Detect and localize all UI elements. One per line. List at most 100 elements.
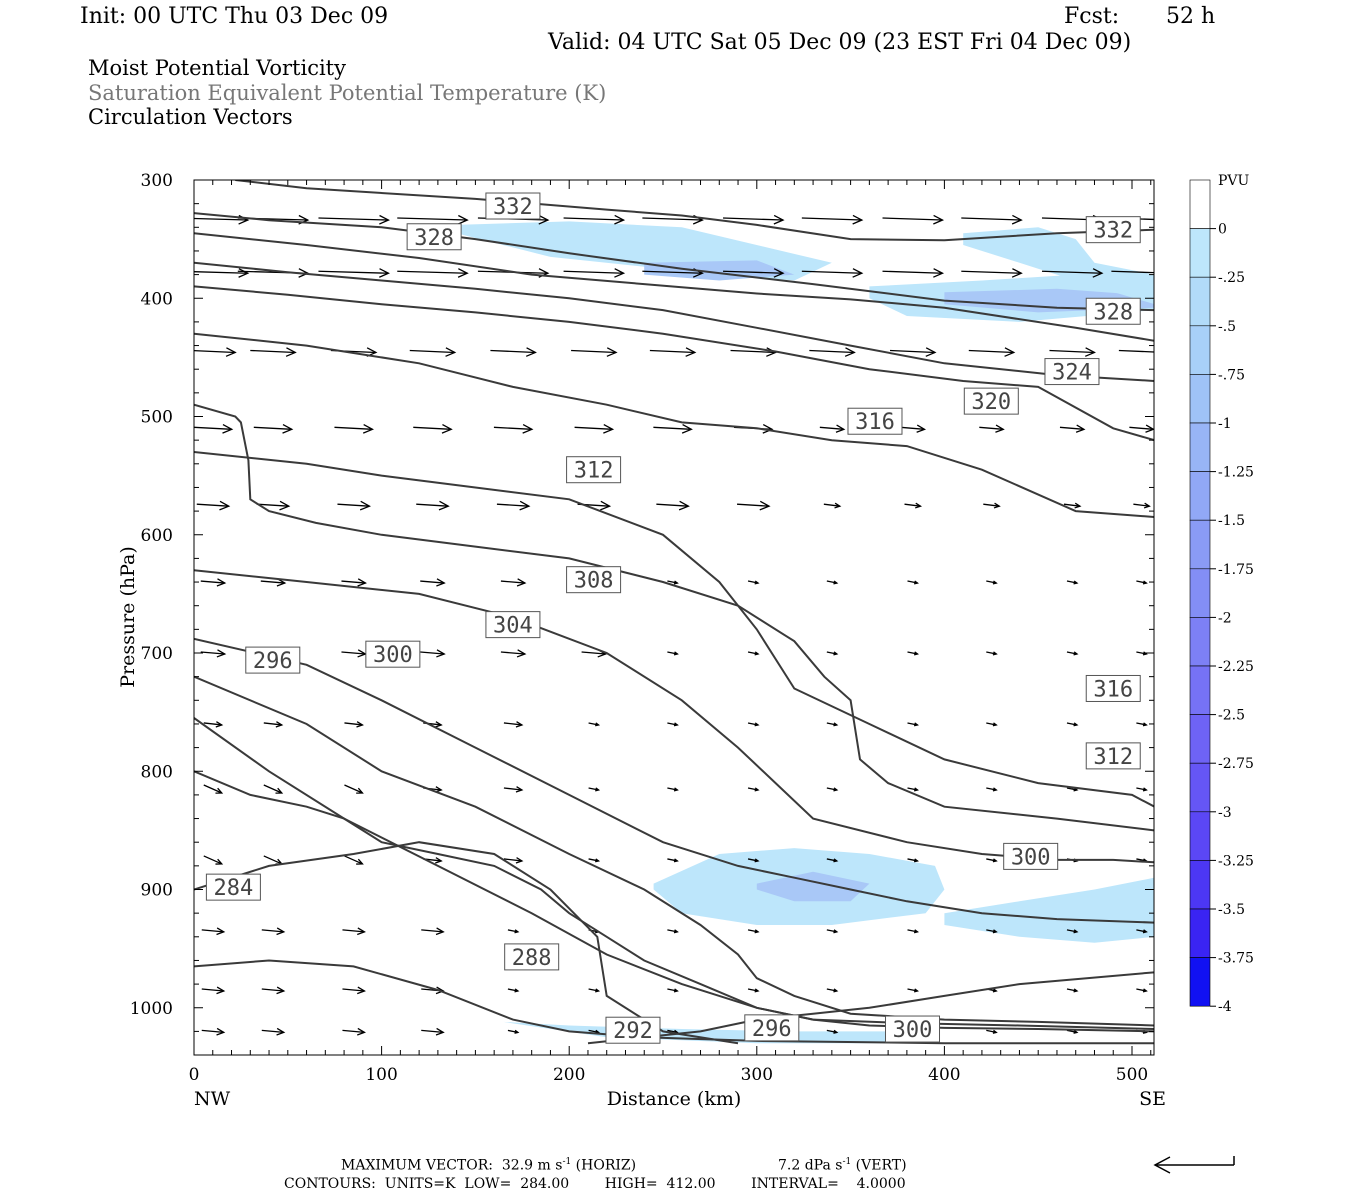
vector-72 — [747, 580, 760, 585]
vector-31 — [571, 347, 618, 357]
horiz-suffix: (HORIZ) — [571, 1157, 637, 1174]
vector-87 — [907, 651, 919, 656]
horiz-exponent: -1 — [562, 1157, 572, 1167]
vector-166 — [986, 1029, 998, 1034]
vector-71 — [667, 580, 679, 585]
colorbar-label-11: -2.75 — [1218, 756, 1254, 772]
colorbar-swatch-14 — [1189, 860, 1211, 910]
vector-109 — [588, 787, 601, 792]
contour-label-6: 316 — [847, 407, 903, 435]
plot-frame — [193, 179, 1155, 1056]
colorbar-label-9: -2.25 — [1218, 659, 1254, 675]
vector-136 — [667, 929, 679, 934]
vector-22 — [882, 268, 945, 278]
vector-9 — [882, 214, 945, 225]
vector-29 — [409, 347, 457, 357]
vector-119 — [344, 855, 364, 865]
vector-114 — [986, 787, 998, 792]
vector-18 — [563, 268, 626, 278]
colorbar-label-7: -1.75 — [1218, 562, 1254, 578]
pv-region-1 — [644, 260, 795, 281]
contour-line-0 — [235, 180, 1154, 242]
contour-line-3 — [194, 261, 1154, 382]
vector-112 — [826, 787, 839, 792]
y-tick-label-5: 800 — [141, 762, 173, 782]
field-title-mpv: Moist Potential Vorticity — [88, 56, 346, 80]
contour-line-2 — [194, 232, 1154, 342]
contour-label-13: 312 — [1085, 742, 1141, 770]
vector-45 — [653, 424, 693, 434]
colorbar: PVU 0 -.25 -.5 -.75 -1 -1.25 -1.5 -1.75 -2 -2.25 -2… — [1189, 173, 1254, 1015]
vector-74 — [907, 580, 919, 585]
max-vector-horiz: 32.9 m s — [501, 1157, 563, 1174]
contour-line-15 — [194, 959, 1154, 1045]
vector-42 — [413, 424, 453, 434]
vector-137 — [747, 929, 760, 934]
vector-103 — [1136, 722, 1148, 727]
vector-144 — [261, 986, 286, 995]
vector-67 — [341, 578, 367, 587]
vector-88 — [986, 651, 998, 656]
vector-143 — [201, 986, 226, 995]
axis-ticks — [193, 179, 1154, 1055]
svg-text:320: 320 — [971, 390, 1011, 415]
y-tick-label-6: 900 — [141, 881, 173, 901]
vector-97 — [667, 722, 679, 727]
colorbar-swatch-4 — [1189, 374, 1211, 424]
svg-text:332: 332 — [1093, 219, 1133, 244]
max-vector-vert-line: 7.2 dPa s-1 (VERT) — [778, 1157, 907, 1174]
vector-100 — [907, 722, 919, 727]
vector-60 — [823, 502, 842, 509]
vector-55 — [416, 500, 450, 511]
colorbar-label-16: -4 — [1218, 999, 1232, 1015]
y-axis-title: Pressure (hPa) — [117, 546, 139, 688]
vector-43 — [493, 424, 534, 434]
contour-label-8: 308 — [566, 566, 622, 594]
vert-exponent: -1 — [842, 1157, 852, 1167]
y-tick-label-1: 400 — [141, 289, 173, 309]
svg-text:288: 288 — [512, 946, 552, 971]
colorbar-swatch-16 — [1189, 957, 1211, 1007]
vector-106 — [344, 784, 364, 794]
contour-line-12 — [194, 770, 1154, 1033]
vector-85 — [747, 651, 760, 656]
colorbar-label-8: -2 — [1218, 610, 1232, 626]
vector-158 — [342, 1027, 366, 1036]
svg-text:332: 332 — [493, 195, 533, 220]
vector-24 — [1041, 268, 1104, 278]
svg-text:312: 312 — [1093, 745, 1133, 770]
colorbar-label-10: -2.5 — [1218, 708, 1245, 724]
svg-text:328: 328 — [414, 226, 454, 251]
vector-116 — [1136, 787, 1148, 792]
contour-label-19: 300 — [885, 1015, 941, 1043]
max-vector-vert: 7.2 dPa s — [778, 1157, 843, 1174]
vector-69 — [500, 578, 527, 587]
vector-3 — [397, 214, 469, 225]
y-tick-label-7: 1000 — [130, 999, 173, 1019]
vector-160 — [507, 1029, 520, 1034]
x-axis-title: Distance (km) — [607, 1088, 742, 1110]
vector-26 — [194, 347, 237, 357]
vector-20 — [723, 268, 785, 278]
vector-125 — [826, 858, 839, 863]
contour-labels: 332 328 332 328 324 320 316 312 308 304 300 296 316 3… — [205, 192, 1141, 1044]
vector-47 — [819, 424, 846, 433]
colorbar-label-3: -.75 — [1218, 367, 1245, 383]
vector-141 — [1066, 929, 1079, 934]
init-time: Init: 00 UTC Thu 03 Dec 09 — [80, 4, 389, 29]
svg-text:292: 292 — [613, 1019, 653, 1044]
colorbar-label-15: -3.75 — [1218, 951, 1254, 967]
vector-127 — [986, 858, 998, 863]
vector-8 — [801, 214, 864, 225]
vector-73 — [826, 580, 839, 585]
vector-113 — [907, 787, 919, 792]
vector-56 — [496, 500, 531, 511]
vector-130 — [201, 927, 226, 936]
contour-label-16: 288 — [504, 943, 560, 971]
forecast-label: Fcst: — [1064, 4, 1120, 29]
svg-text:324: 324 — [1052, 361, 1092, 386]
vector-102 — [1066, 722, 1079, 727]
vector-7 — [723, 214, 785, 225]
vector-132 — [342, 927, 366, 936]
vector-77 — [1136, 580, 1148, 585]
